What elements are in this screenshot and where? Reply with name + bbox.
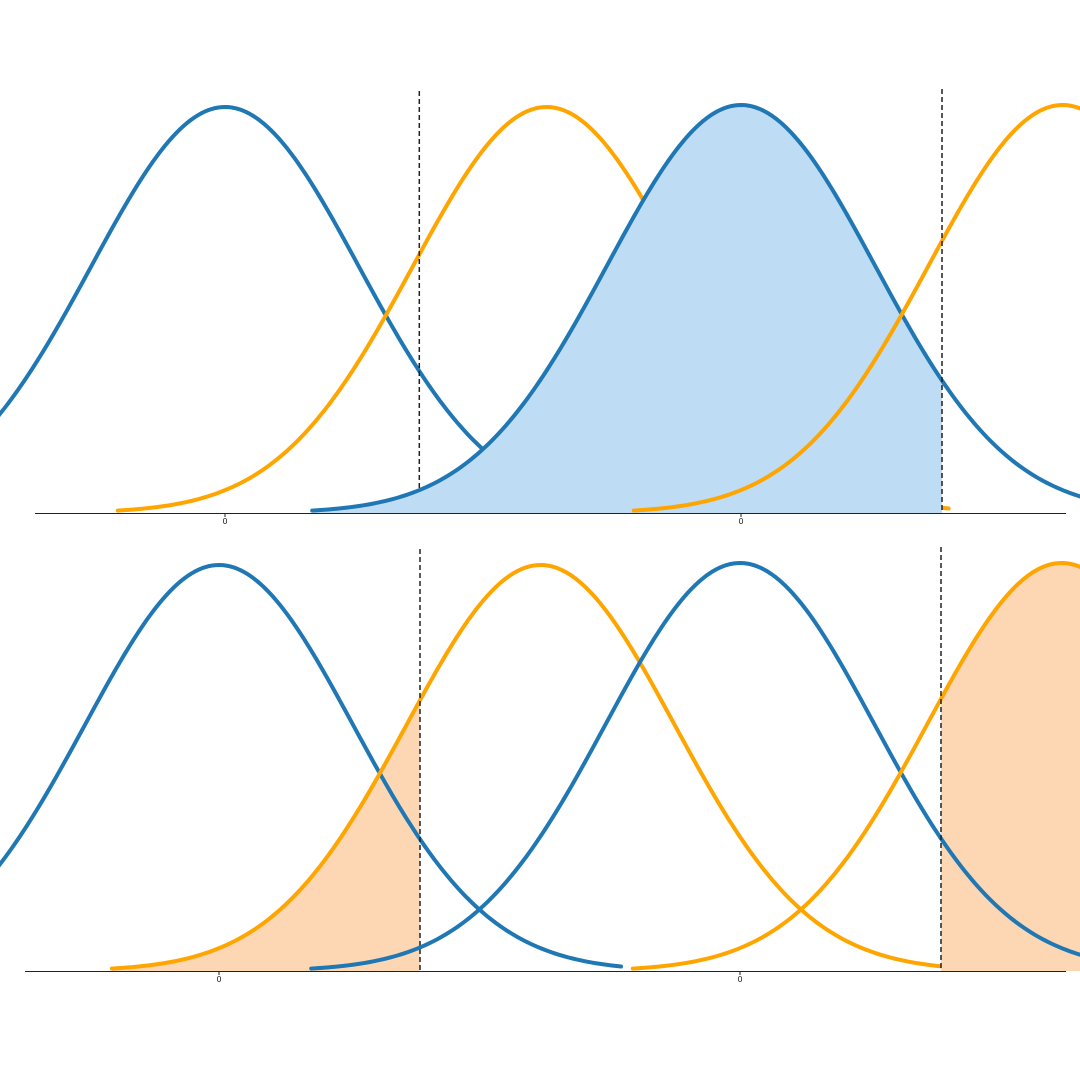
shaded-area	[312, 105, 942, 513]
panel-bottom-right: 0	[309, 547, 1080, 984]
series-line-orange	[631, 103, 1080, 513]
shaded-area	[111, 700, 421, 971]
series-line-blue	[310, 103, 1080, 513]
x-tick-label: 0	[216, 975, 221, 984]
panel-bottom-left: 0	[0, 549, 945, 984]
panel-top-right: 0	[310, 89, 1080, 526]
series-line-orange	[109, 563, 945, 971]
series-line-blue	[309, 561, 1080, 971]
x-tick-label: 0	[738, 517, 743, 526]
x-tick-label: 0	[222, 517, 227, 526]
series-line-blue	[0, 563, 623, 969]
series-line-orange	[630, 561, 1080, 971]
x-tick-label: 0	[737, 975, 742, 984]
shaded-area	[941, 563, 1080, 971]
